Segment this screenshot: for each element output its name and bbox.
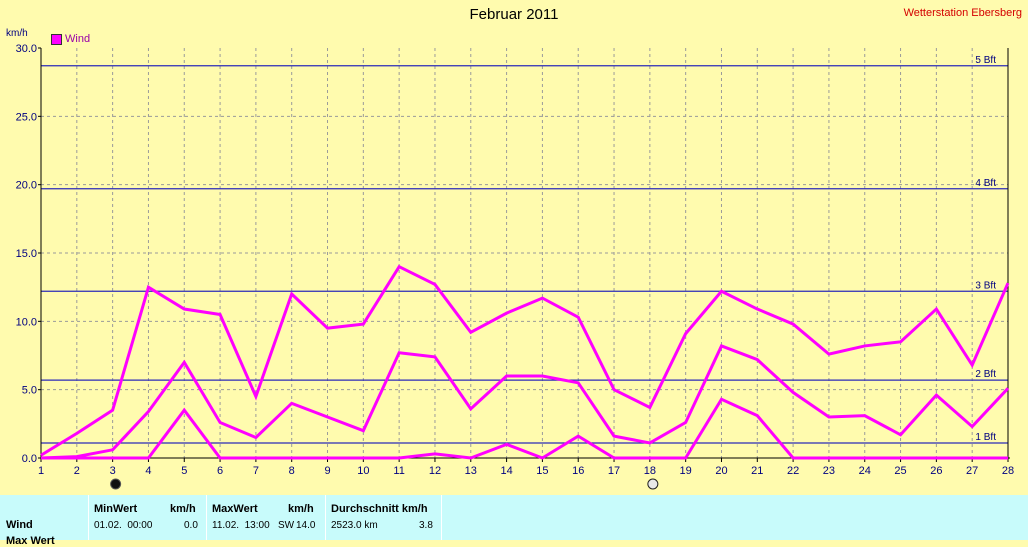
legend-swatch [51, 33, 62, 45]
x-tick-label: 3 [110, 465, 116, 477]
min-time: 01.02. 00:00 [94, 520, 153, 531]
x-tick-label: 26 [930, 465, 942, 477]
beaufort-label: 2 Bft [975, 369, 996, 380]
x-tick-label: 24 [859, 465, 871, 477]
stats-row-label: Wind [6, 519, 33, 531]
x-tick-label: 2 [74, 465, 80, 477]
stats-row-label-2: Max Wert [6, 535, 55, 547]
y-axis-unit: km/h [6, 28, 28, 39]
avg-value: 3.8 [419, 520, 433, 531]
chart-title: Februar 2011 [469, 6, 559, 23]
x-tick-label: 9 [324, 465, 330, 477]
y-tick-label: 15.0 [16, 248, 37, 260]
x-tick-label: 23 [823, 465, 835, 477]
x-tick-label: 7 [253, 465, 259, 477]
x-tick-label: 27 [966, 465, 978, 477]
y-tick-label: 0.0 [22, 453, 37, 465]
x-tick-label: 19 [680, 465, 692, 477]
x-tick-label: 16 [572, 465, 584, 477]
x-tick-label: 11 [393, 465, 404, 477]
x-tick-label: 15 [536, 465, 548, 477]
x-tick-label: 17 [608, 465, 620, 477]
y-tick-label: 5.0 [22, 385, 37, 397]
min-value: 0.0 [184, 520, 198, 531]
stats-panel: Wind Max Wert MinWert km/h 01.02. 00:00 … [0, 495, 1028, 547]
wind-chart: 1 Bft 2 Bft 3 Bft 4 Bft 5 Bft 0.0 5.0 10.0 15.0… [16, 43, 1015, 490]
y-tick-label: 20.0 [16, 180, 37, 192]
y-tick-label: 25.0 [16, 111, 37, 123]
chart-grid [41, 48, 1008, 458]
x-tick-label: 22 [787, 465, 799, 477]
x-tick-label: 6 [217, 465, 223, 477]
max-unit: km/h [288, 503, 314, 515]
max-time: 11.02. 13:00 [212, 520, 270, 531]
beaufort-label: 3 Bft [975, 280, 996, 291]
avg-distance: 2523.0 km [331, 520, 378, 531]
max-direction: SW [278, 520, 295, 531]
x-tick-label: 12 [429, 465, 441, 477]
beaufort-label: 1 Bft [975, 432, 996, 443]
x-tick-label: 5 [181, 465, 187, 477]
max-header: MaxWert [212, 503, 258, 515]
new-moon-icon [110, 478, 122, 490]
y-tick-label: 10.0 [16, 316, 37, 328]
avg-header: Durchschnitt km/h [331, 503, 428, 515]
x-tick-label: 4 [145, 465, 151, 477]
beaufort-label: 5 Bft [975, 55, 996, 66]
series-line-max [40, 264, 1010, 457]
y-tick-label: 30.0 [16, 43, 37, 55]
legend-label: Wind [65, 33, 91, 45]
x-tick-label: 14 [500, 465, 512, 477]
x-tick-label: 28 [1002, 465, 1014, 477]
x-tick-label: 8 [289, 465, 295, 477]
min-header: MinWert [94, 503, 138, 515]
series-line-min [41, 397, 1008, 460]
chart-series [40, 264, 1010, 460]
min-unit: km/h [170, 503, 196, 515]
chart-axes: 0.05.010.015.020.025.030.01 2 3 4 5 6 7 8 9 10 11 1… [16, 43, 1015, 477]
x-tick-label: 25 [894, 465, 906, 477]
series-line-mean [40, 344, 1010, 460]
x-tick-label: 1 [38, 465, 44, 477]
moon-markers [110, 478, 659, 490]
beaufort-label: 4 Bft [975, 178, 996, 189]
beaufort-lines: 1 Bft 2 Bft 3 Bft 4 Bft 5 Bft [41, 55, 1008, 444]
x-tick-label: 13 [465, 465, 477, 477]
legend[interactable]: Wind [51, 33, 90, 45]
station-name: Wetterstation Ebersberg [903, 7, 1022, 19]
x-tick-label: 10 [357, 465, 369, 477]
x-tick-label: 21 [751, 465, 763, 477]
x-tick-label: 18 [644, 465, 656, 477]
x-tick-label: 20 [715, 465, 727, 477]
max-value: 14.0 [296, 520, 316, 531]
full-moon-icon [647, 478, 659, 490]
